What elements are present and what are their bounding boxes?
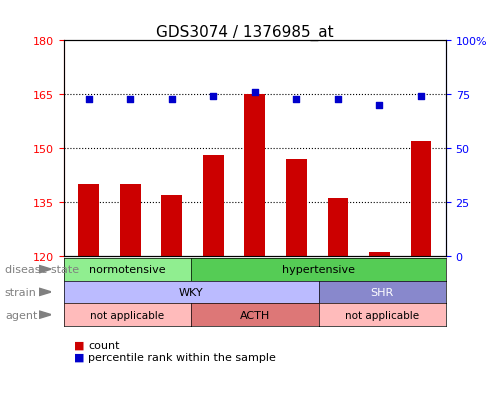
Bar <box>369 252 390 256</box>
Text: count: count <box>88 340 120 350</box>
Point <box>126 96 134 102</box>
Point <box>251 90 259 96</box>
Text: agent: agent <box>5 310 37 320</box>
Text: percentile rank within the sample: percentile rank within the sample <box>88 352 276 362</box>
Text: not applicable: not applicable <box>345 310 419 320</box>
Point <box>85 96 93 102</box>
Text: normotensive: normotensive <box>89 264 166 275</box>
Polygon shape <box>39 288 51 296</box>
Point <box>168 96 175 102</box>
Text: strain: strain <box>5 287 37 297</box>
Bar <box>411 142 431 256</box>
Point <box>375 102 383 109</box>
Text: ACTH: ACTH <box>240 310 270 320</box>
Bar <box>120 185 141 256</box>
Polygon shape <box>39 311 51 319</box>
Bar <box>78 185 99 256</box>
Text: GDS3074 / 1376985_at: GDS3074 / 1376985_at <box>156 25 334 41</box>
Text: hypertensive: hypertensive <box>282 264 355 275</box>
Text: disease state: disease state <box>5 264 79 275</box>
Point <box>293 96 300 102</box>
Bar <box>161 195 182 256</box>
Point <box>334 96 342 102</box>
Text: ■: ■ <box>74 352 84 362</box>
Bar <box>327 199 348 256</box>
Bar <box>203 156 223 256</box>
Text: not applicable: not applicable <box>90 310 165 320</box>
Text: WKY: WKY <box>179 287 203 297</box>
Text: SHR: SHR <box>370 287 394 297</box>
Polygon shape <box>39 266 51 273</box>
Bar <box>245 95 265 256</box>
Point <box>209 94 217 100</box>
Point <box>417 94 425 100</box>
Bar <box>286 159 307 256</box>
Text: ■: ■ <box>74 340 84 350</box>
